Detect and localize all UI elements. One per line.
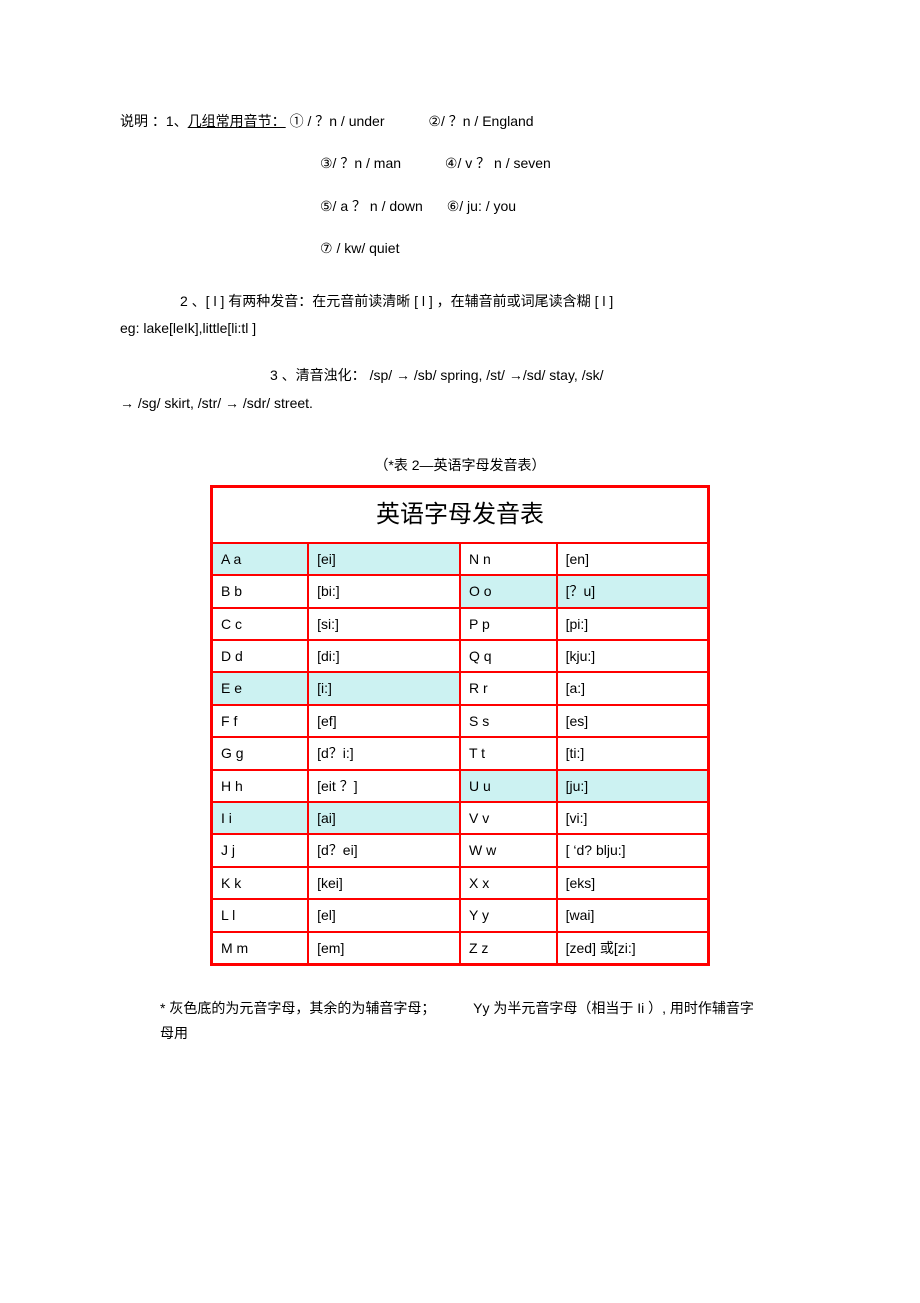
letter-cell: N n: [460, 543, 557, 575]
letter-cell: W w: [460, 834, 557, 866]
syll-7: ⑦ / kw/ quiet: [320, 240, 399, 256]
letter-cell: L l: [212, 899, 309, 931]
letter-cell: F f: [212, 705, 309, 737]
point-3-line-b: → /sg/ skirt, /str/ → /sdr/ street.: [120, 392, 800, 414]
phonetic-cell: [ai]: [308, 802, 460, 834]
letter-cell: M m: [212, 932, 309, 965]
point-2-line-a: 2 、[ l ] 有两种发音：在元音前读清晰 [ l ] ，在辅音前或词尾读含糊…: [120, 290, 800, 312]
letter-cell: X x: [460, 867, 557, 899]
table-row: H h[eit ？]U u[ju:]: [212, 770, 709, 802]
letter-cell: D d: [212, 640, 309, 672]
letter-cell: S s: [460, 705, 557, 737]
table-row: K k[kei]X x[eks]: [212, 867, 709, 899]
phonetic-cell: [ju:]: [557, 770, 709, 802]
table-row: E e[i:]R r[a:]: [212, 672, 709, 704]
letter-cell: H h: [212, 770, 309, 802]
syll-3: ③/ ？n / man: [320, 155, 401, 171]
phonetic-cell: [eit ？]: [308, 770, 460, 802]
phonetic-cell: [i:]: [308, 672, 460, 704]
point-3-line-a: 3 、清音浊化： /sp/ → /sb/ spring, /st/ →/sd/ …: [120, 364, 800, 386]
letter-cell: V v: [460, 802, 557, 834]
letter-cell: R r: [460, 672, 557, 704]
table-row: B b[bi:]O o[？u]: [212, 575, 709, 607]
phonetic-cell: [kju:]: [557, 640, 709, 672]
explain-line-2: ③/ ？n / man ④/ v ？ n / seven: [120, 152, 800, 174]
letter-cell: J j: [212, 834, 309, 866]
phonetic-cell: [si:]: [308, 608, 460, 640]
table-row: L l[el]Y y[wai]: [212, 899, 709, 931]
explain-line-1: 说明 ：1、几组常用音节： ① / ？n / under ②/ ？n / Eng…: [120, 110, 800, 132]
letter-cell: P p: [460, 608, 557, 640]
phonetic-cell: [d？ei]: [308, 834, 460, 866]
phonetic-cell: [kei]: [308, 867, 460, 899]
syll-6: ⑥/ ju: / you: [447, 198, 516, 214]
phonetic-cell: [bi:]: [308, 575, 460, 607]
phonetic-cell: [di:]: [308, 640, 460, 672]
table-title-row: 英语字母发音表: [212, 486, 709, 543]
table-row: A a[ei]N n[en]: [212, 543, 709, 575]
letter-cell: E e: [212, 672, 309, 704]
letter-cell: G g: [212, 737, 309, 769]
group-label: 几组常用音节：: [188, 113, 286, 129]
letter-cell: Y y: [460, 899, 557, 931]
table-row: C c[si:]P p[pi:]: [212, 608, 709, 640]
letter-cell: K k: [212, 867, 309, 899]
letter-cell: Z z: [460, 932, 557, 965]
phonetic-cell: [em]: [308, 932, 460, 965]
letter-cell: O o: [460, 575, 557, 607]
phonetic-cell: [ ‘d? blju:]: [557, 834, 709, 866]
phonetic-cell: [wai]: [557, 899, 709, 931]
syll-1: ① / ？n / under: [290, 113, 385, 129]
explain-line-4: ⑦ / kw/ quiet: [120, 237, 800, 259]
letter-cell: T t: [460, 737, 557, 769]
phonetic-cell: [vi:]: [557, 802, 709, 834]
table-caption: （*表 2—英语字母发音表）: [120, 454, 800, 476]
point-2-line-b: eg: lake[leIk],little[li:tl ]: [120, 317, 800, 339]
phonetic-cell: [ei]: [308, 543, 460, 575]
table-row: F f[ef]S s[es]: [212, 705, 709, 737]
table-row: J j[d？ei]W w[ ‘d? blju:]: [212, 834, 709, 866]
table-row: I i[ai]V v[vi:]: [212, 802, 709, 834]
phonetic-cell: [d？i:]: [308, 737, 460, 769]
explain-line-3: ⑤/ a ？ n / down ⑥/ ju: / you: [120, 195, 800, 217]
phonetic-cell: [en]: [557, 543, 709, 575]
phonetic-cell: [pi:]: [557, 608, 709, 640]
phonetic-cell: [es]: [557, 705, 709, 737]
phonetic-cell: [el]: [308, 899, 460, 931]
table-row: M m[em]Z z[zed] 或[zi:]: [212, 932, 709, 965]
phonetic-cell: [ef]: [308, 705, 460, 737]
table-row: D d[di:]Q q[kju:]: [212, 640, 709, 672]
table-title: 英语字母发音表: [212, 486, 709, 543]
prefix: 说明 ：1、: [120, 113, 188, 129]
letter-cell: B b: [212, 575, 309, 607]
letter-cell: U u: [460, 770, 557, 802]
alphabet-table: 英语字母发音表 A a[ei]N n[en]B b[bi:]O o[？u]C c…: [210, 485, 710, 966]
phonetic-cell: [？u]: [557, 575, 709, 607]
letter-cell: A a: [212, 543, 309, 575]
phonetic-cell: [eks]: [557, 867, 709, 899]
footnote: * 灰色底的为元音字母，其余的为辅音字母； Yy 为半元音字母（相当于 Ii ）…: [120, 996, 800, 1046]
phonetic-cell: [ti:]: [557, 737, 709, 769]
table-row: G g[d？i:]T t[ti:]: [212, 737, 709, 769]
phonetic-cell: [zed] 或[zi:]: [557, 932, 709, 965]
syll-2: ②/ ？n / England: [428, 113, 533, 129]
letter-cell: I i: [212, 802, 309, 834]
syll-5: ⑤/ a ？ n / down: [320, 198, 423, 214]
syll-4: ④/ v ？ n / seven: [445, 155, 551, 171]
letter-cell: Q q: [460, 640, 557, 672]
letter-cell: C c: [212, 608, 309, 640]
footnote-part-1: * 灰色底的为元音字母，其余的为辅音字母；: [160, 1000, 435, 1016]
phonetic-cell: [a:]: [557, 672, 709, 704]
